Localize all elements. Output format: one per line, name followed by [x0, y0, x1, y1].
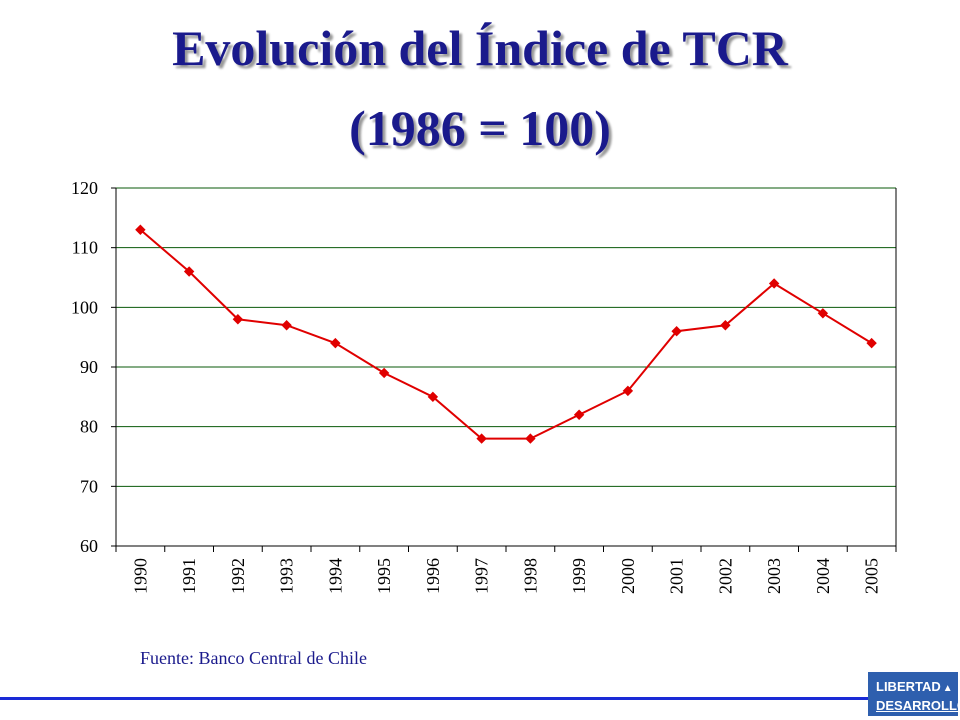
- data-point: [768, 278, 780, 289]
- data-point: [525, 433, 536, 444]
- x-tick-label: 1997: [472, 558, 492, 594]
- data-point: [183, 266, 195, 277]
- data-point: [427, 391, 439, 403]
- source-note: Fuente: Banco Central de Chile: [140, 648, 367, 668]
- x-tick-label: 1998: [520, 558, 540, 594]
- data-point: [622, 385, 634, 397]
- logo-line1: LIBERTAD: [876, 679, 941, 694]
- x-tick-label: 2005: [862, 558, 882, 594]
- x-tick-label: 2003: [764, 558, 784, 594]
- data-point: [281, 320, 292, 331]
- y-tick-label: 110: [72, 238, 98, 258]
- y-tick-label: 120: [71, 178, 98, 198]
- line-chart: 60 70 80 90 100 110 120 1990 1991 1992 1993 1994 199…: [71, 178, 897, 594]
- data-point: [671, 325, 682, 337]
- x-tick-label: 1994: [325, 558, 345, 594]
- data-point: [232, 314, 244, 325]
- y-tick-label: 80: [80, 417, 98, 437]
- x-tick-label: 2001: [667, 558, 687, 594]
- x-tick-label: 1990: [130, 558, 150, 594]
- x-tick-label: 1993: [277, 558, 297, 594]
- chart-title: Evolución del Índice de TCR: [172, 20, 788, 76]
- y-tick-label: 70: [80, 476, 98, 496]
- data-point: [573, 409, 585, 420]
- x-tick-label: 2000: [618, 558, 638, 594]
- chart-subtitle: (1986 = 100): [349, 100, 611, 156]
- y-tick-label: 100: [71, 297, 98, 317]
- y-tick-label: 60: [80, 536, 98, 556]
- data-point: [378, 367, 390, 379]
- x-tick-label: 1991: [179, 558, 199, 594]
- x-tick-label: 1992: [228, 558, 248, 594]
- data-point: [720, 320, 731, 331]
- data-point: [476, 433, 487, 444]
- data-point: [135, 224, 146, 235]
- series-line: [139, 229, 873, 440]
- logo: LIBERTAD ▲ DESARROLLO: [868, 672, 960, 716]
- data-point: [817, 308, 829, 319]
- footer-divider: [0, 697, 875, 700]
- data-point: [866, 337, 877, 349]
- triangle-mark-icon: ▲: [942, 683, 953, 694]
- x-tick-label: 2004: [813, 558, 833, 594]
- x-tick-label: 1995: [374, 558, 394, 594]
- x-tick-label: 1996: [423, 558, 443, 594]
- y-tick-label: 90: [80, 357, 98, 377]
- logo-line2: DESARROLLO: [876, 698, 960, 713]
- x-tick-label: 2002: [715, 558, 735, 594]
- data-point: [330, 337, 341, 349]
- x-tick-label: 1999: [569, 558, 589, 594]
